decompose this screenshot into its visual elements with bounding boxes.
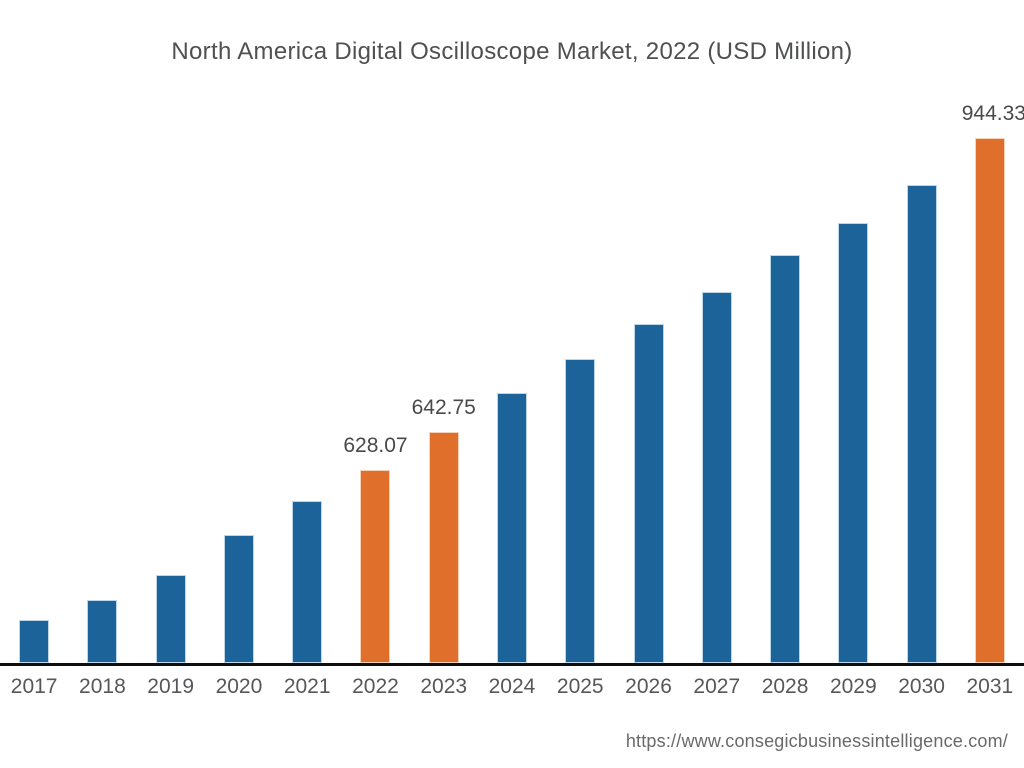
bar-column-2028 bbox=[751, 255, 819, 663]
bar-2018 bbox=[87, 600, 118, 663]
bar-column-2021 bbox=[273, 501, 341, 663]
x-tick-2030: 2030 bbox=[898, 675, 945, 698]
x-tick-2018: 2018 bbox=[79, 675, 126, 698]
bar-2026 bbox=[633, 324, 664, 663]
bar-2027 bbox=[701, 292, 732, 663]
bar-column-2020 bbox=[205, 535, 273, 663]
x-tick-2025: 2025 bbox=[556, 675, 604, 698]
bar-2029 bbox=[838, 223, 869, 663]
bar-column-2019 bbox=[137, 575, 205, 663]
data-label-2022: 628.07 bbox=[343, 434, 408, 457]
bar-2030 bbox=[906, 185, 937, 663]
bar-2019 bbox=[155, 575, 186, 663]
bar-column-2029 bbox=[819, 223, 887, 663]
x-tick-2031: 2031 bbox=[966, 675, 1014, 698]
bar-2022 bbox=[360, 470, 391, 663]
bar-column-2031: 944.33 bbox=[956, 102, 1024, 663]
bar-2021 bbox=[292, 501, 323, 663]
data-label-2031: 944.33 bbox=[961, 102, 1024, 125]
bar-2024 bbox=[496, 393, 527, 663]
bar-column-2022: 628.07 bbox=[341, 434, 409, 663]
bar-column-2030 bbox=[887, 185, 955, 663]
x-tick-2023: 2023 bbox=[420, 675, 468, 698]
x-tick-2024: 2024 bbox=[488, 675, 536, 698]
x-tick-2017: 2017 bbox=[10, 675, 58, 698]
bar-column-2018 bbox=[68, 600, 136, 663]
x-tick-2022: 2022 bbox=[352, 675, 399, 698]
x-tick-2021: 2021 bbox=[283, 675, 331, 698]
bar-2031 bbox=[974, 138, 1005, 663]
bar-column-2023: 642.75 bbox=[410, 396, 478, 663]
data-label-2023: 642.75 bbox=[411, 396, 476, 419]
bar-column-2027 bbox=[683, 292, 751, 663]
bar-2025 bbox=[565, 359, 596, 663]
x-tick-2028: 2028 bbox=[761, 675, 809, 698]
x-tick-2026: 2026 bbox=[625, 675, 672, 698]
x-tick-2019: 2019 bbox=[147, 675, 195, 698]
bar-2023 bbox=[428, 432, 459, 663]
bar-column-2026 bbox=[614, 324, 682, 663]
source-url: https://www.consegicbusinessintelligence… bbox=[625, 731, 1008, 751]
bar-column-2017 bbox=[0, 620, 68, 663]
x-tick-2027: 2027 bbox=[693, 675, 741, 698]
bar-2017 bbox=[19, 620, 50, 663]
x-tick-2020: 2020 bbox=[215, 675, 263, 698]
x-axis-labels: 2017 2018 2019 2020 2021 2022 2023 2024 2025 2026… bbox=[0, 675, 1024, 699]
bar-2020 bbox=[223, 535, 254, 663]
bar-2028 bbox=[770, 255, 801, 663]
x-tick-2029: 2029 bbox=[829, 675, 877, 698]
bars-container: 628.07 642.75 944.33 bbox=[0, 102, 1024, 663]
chart-title: North America Digital Oscilloscope Marke… bbox=[171, 38, 853, 65]
bar-column-2024 bbox=[478, 393, 546, 663]
bar-column-2025 bbox=[546, 359, 614, 663]
x-axis-line bbox=[0, 663, 1024, 666]
